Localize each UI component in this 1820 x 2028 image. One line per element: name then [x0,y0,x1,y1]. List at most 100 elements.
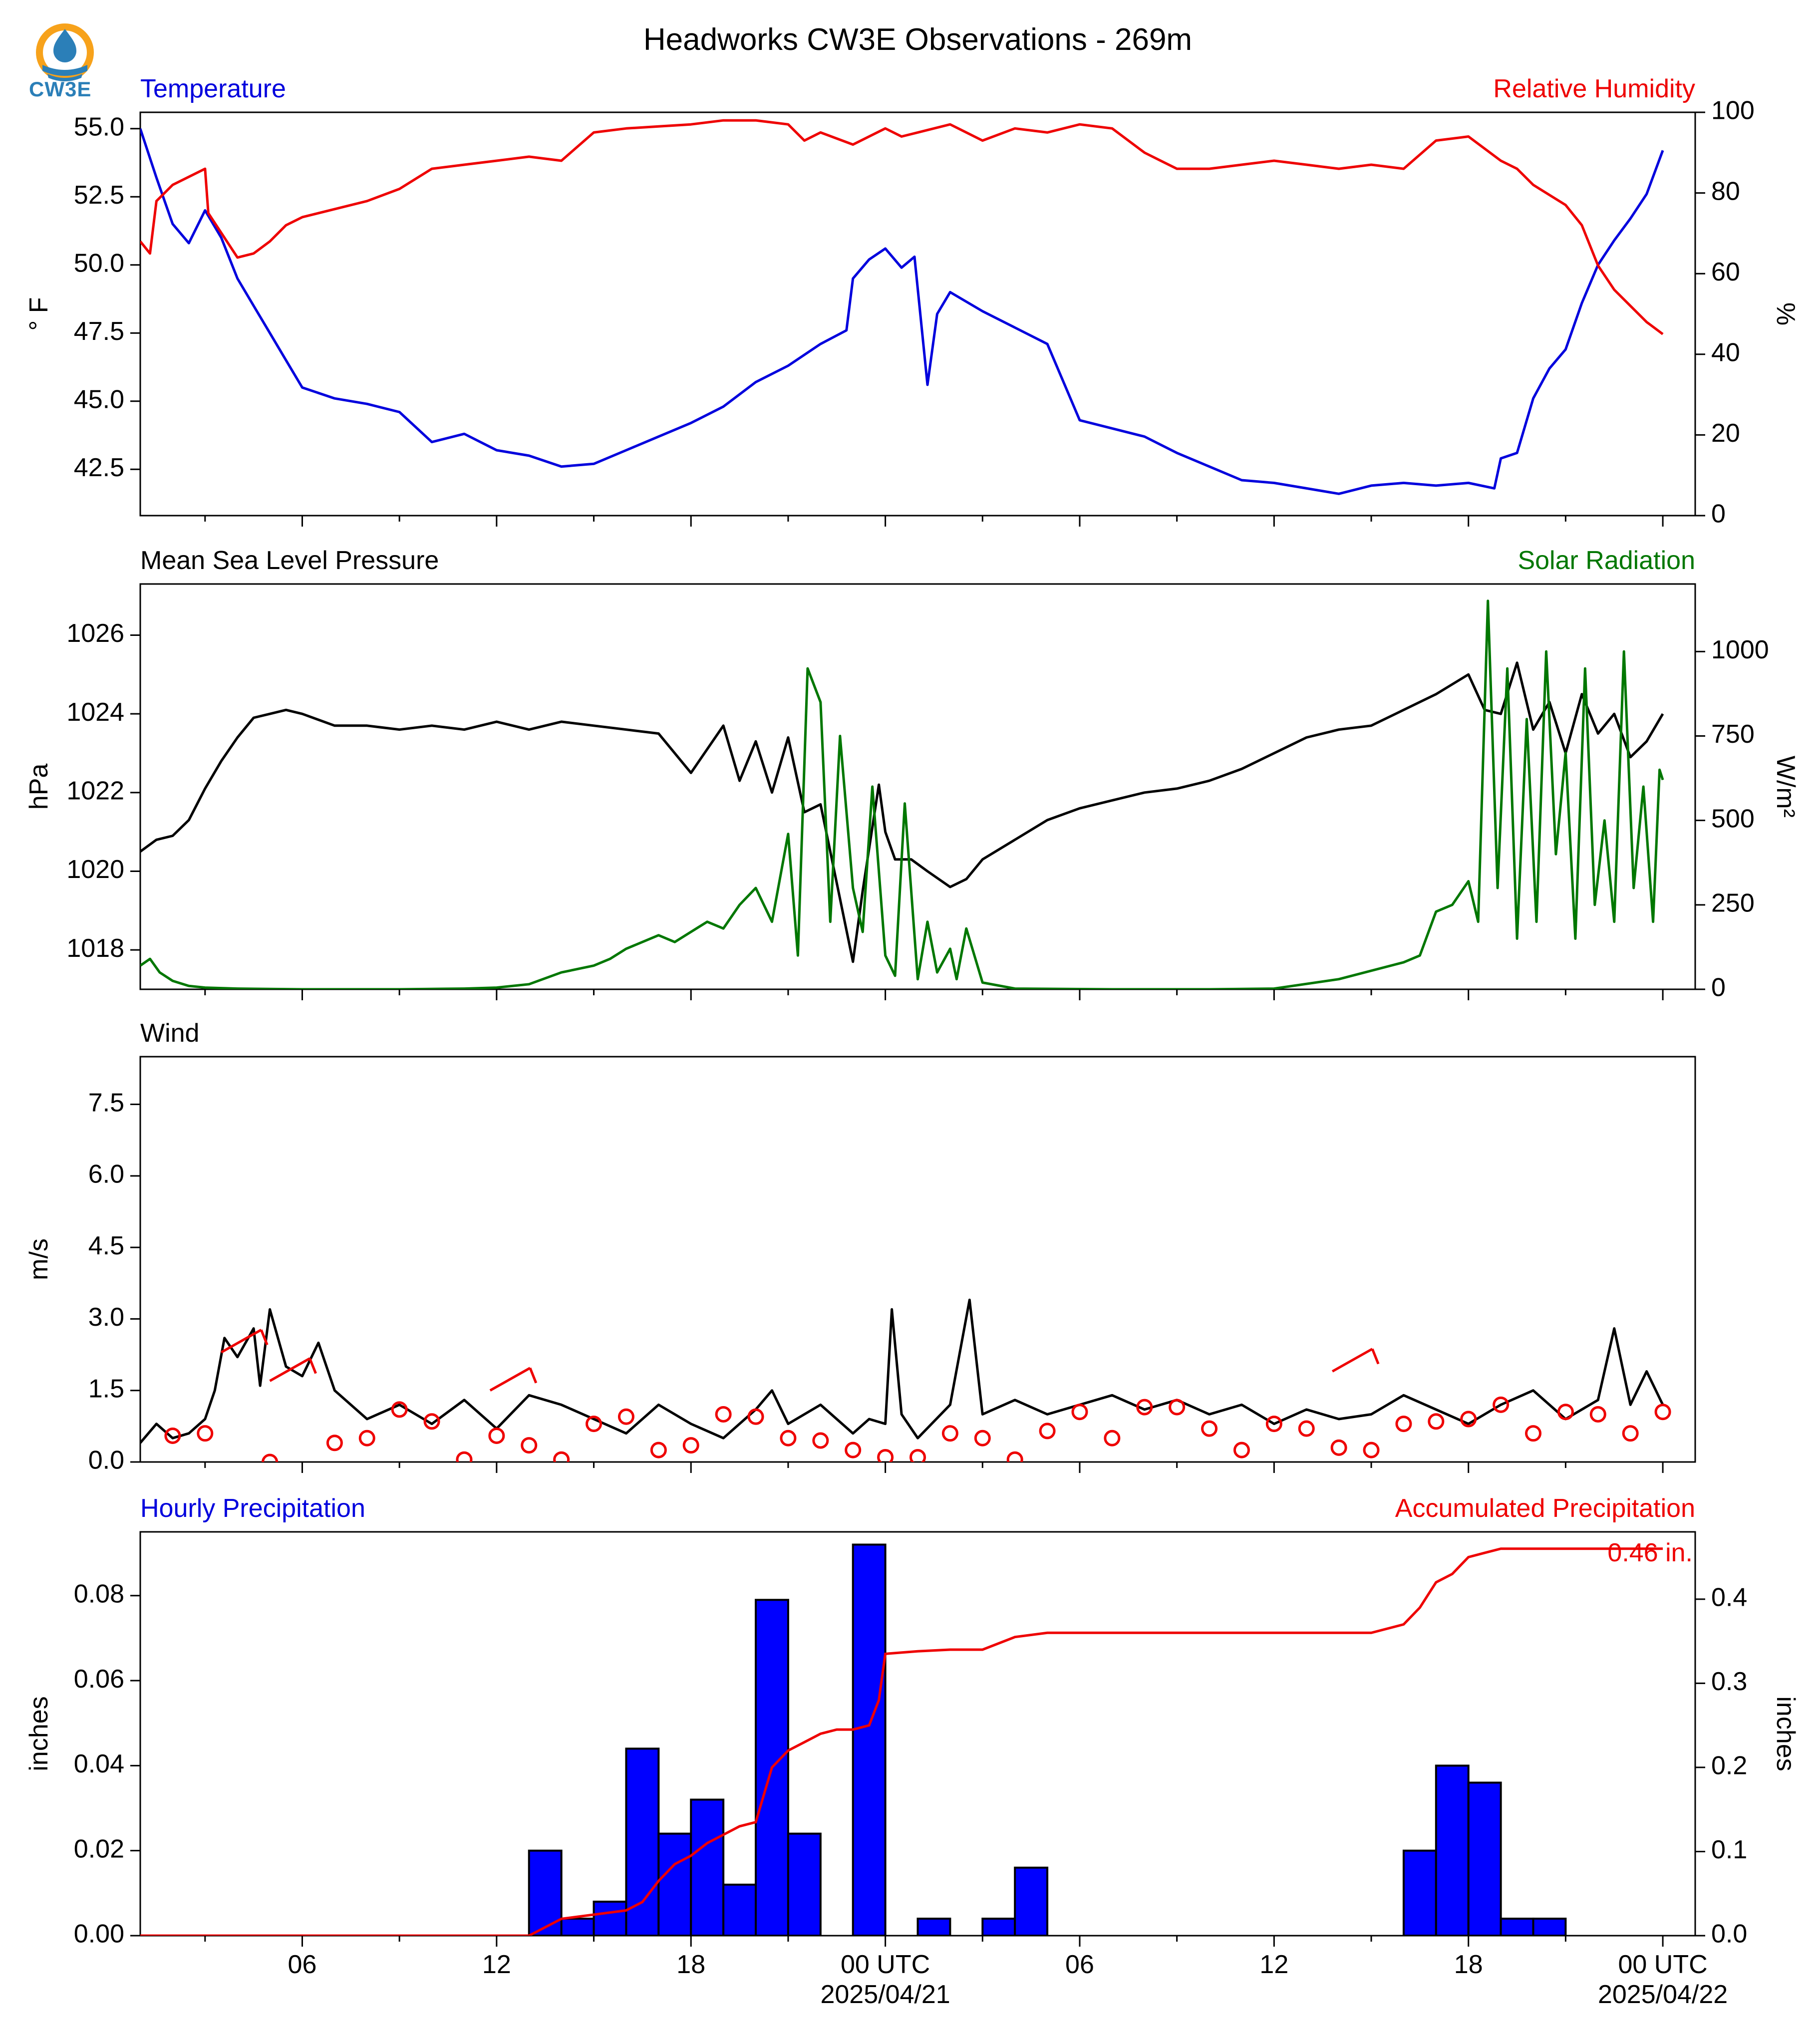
x-tick-label: 18 [1454,1950,1483,1979]
wind-calm-circle [1071,1404,1088,1421]
series-line-black [140,1298,1664,1444]
wind-calm-circle [391,1401,408,1418]
panel-frame [139,111,1696,517]
figure-title: Headworks CW3E Observations - 269m [643,22,1192,57]
y-tick-label-right: 20 [1711,419,1740,448]
wind-calm-circle [715,1406,732,1423]
wind-calm-circle [488,1427,505,1444]
wind-barb-flag [260,1329,269,1346]
panel-title-right: Accumulated Precipitation [1395,1494,1695,1523]
wind-calm-circle [910,1449,926,1462]
x-tick-date-label: 2025/04/21 [820,1980,950,2009]
wind-calm-circle [586,1416,603,1433]
y-tick-label-left: 0.02 [74,1834,124,1863]
series-line-black [140,661,1664,963]
series-line-green [140,599,1664,989]
y-tick-label-right: 40 [1711,338,1740,367]
y-tick-label-left: 55.0 [74,112,124,141]
panel-title-left: Temperature [140,74,286,103]
y-tick-label-left: 1018 [66,934,124,963]
y-axis-label-left: inches [24,1696,53,1771]
wind-calm-circle [326,1435,343,1451]
y-tick-label-right: 0.3 [1711,1667,1747,1696]
panel-title-left: Wind [140,1019,199,1048]
precip-bar [690,1798,725,1936]
wind-calm-circle [1201,1420,1218,1437]
x-tick-label: 12 [482,1950,511,1979]
panel-4 [130,1531,1705,1947]
wind-calm-circle [941,1425,958,1442]
wind-barb-shaft [269,1357,310,1382]
wind-barb-shaft [1331,1348,1373,1373]
wind-calm-circle [553,1451,570,1462]
wind-calm-circle [650,1442,667,1458]
y-tick-label-right: 0 [1711,500,1726,529]
cw3e-logo [27,15,102,102]
wind-calm-circle [1493,1396,1510,1413]
wind-calm-circle [1525,1425,1542,1442]
wind-calm-circle [1395,1416,1412,1433]
x-tick-label: 18 [676,1950,705,1979]
wind-barb-shaft [221,1329,262,1354]
y-tick-label-right: 60 [1711,258,1740,287]
plot-area [140,599,1664,989]
wind-calm-circle [1557,1404,1574,1421]
precip-bar [528,1849,563,1936]
wind-calm-circle [262,1453,279,1462]
plot-area [140,1543,1663,1936]
wind-calm-circle [1233,1442,1250,1458]
wind-barb-shaft [489,1367,531,1392]
y-tick-label-right: 0.4 [1711,1583,1747,1612]
precip-bar [1532,1917,1567,1936]
y-tick-label-left: 0.00 [74,1920,124,1949]
y-tick-label-right: 0.0 [1711,1920,1747,1949]
wind-calm-circle [358,1430,375,1447]
logo-icon [36,23,94,81]
wind-calm-circle [197,1425,214,1442]
y-tick-label-right: 0 [1711,973,1726,1002]
precip-bar [657,1832,692,1936]
y-tick-label-left: 1020 [66,855,124,884]
y-tick-label-left: 50.0 [74,249,124,278]
wind-barb-flag [1371,1348,1380,1365]
y-axis-label-right: inches [1771,1696,1800,1771]
y-tick-label-right: 0.1 [1711,1835,1747,1864]
wind-calm-circle [682,1437,699,1454]
panel-2 [130,583,1705,1000]
y-tick-label-left: 47.5 [74,317,124,346]
wind-barb-flag [529,1367,538,1384]
accumulated-precip-line [140,1547,1663,1936]
precip-bar [1402,1849,1437,1936]
y-tick-label-left: 3.0 [88,1303,124,1332]
y-tick-label-left: 4.5 [88,1231,124,1260]
wind-calm-circle [164,1427,181,1444]
wind-calm-circle [747,1408,764,1425]
y-tick-label-right: 1000 [1711,635,1769,664]
y-tick-label-left: 52.5 [74,181,124,210]
wind-calm-circle [1589,1406,1606,1423]
y-axis-label-left: hPa [24,764,53,810]
y-axis-label-right: W/m² [1771,756,1800,818]
panel-title-right: Solar Radiation [1517,546,1695,575]
y-tick-label-left: 1024 [66,698,124,727]
precip-bar [722,1883,757,1936]
wind-calm-circle [1169,1399,1186,1416]
x-tick-label: 00 UTC [841,1950,930,1979]
wind-calm-circle [877,1449,894,1462]
y-tick-label-right: 80 [1711,177,1740,206]
precip-bar [1500,1917,1534,1936]
precip-bar [593,1900,627,1936]
x-tick-label: 06 [1065,1950,1094,1979]
precip-bar [1435,1764,1470,1936]
y-tick-label-left: 6.0 [88,1160,124,1189]
wind-calm-circle [1104,1430,1121,1447]
precip-bar [981,1917,1016,1936]
wind-calm-circle [1460,1411,1477,1428]
y-axis-label-left: m/s [24,1238,53,1280]
precip-bar [787,1832,822,1936]
plot-area [140,1298,1671,1462]
y-tick-label-left: 0.04 [74,1749,124,1778]
precip-bar [852,1543,887,1936]
y-tick-label-right: 750 [1711,720,1755,749]
wind-calm-circle [1298,1420,1315,1437]
